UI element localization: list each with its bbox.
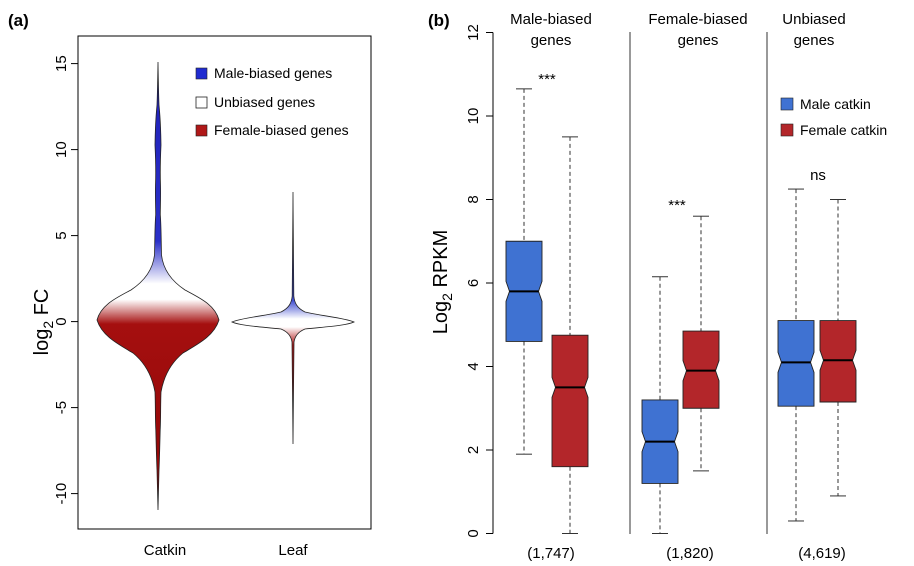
boxplot-y-tick-label: 4 [465, 362, 482, 370]
legend-label-male-biased: Male-biased genes [214, 65, 332, 81]
group-count-male-biased: (1,747) [527, 545, 575, 562]
violin-y-tick-label: 5 [53, 231, 70, 239]
panel-b-label: (b) [428, 11, 450, 30]
violin-y-tick-label: 15 [53, 55, 70, 72]
violin-y-tick-label: 10 [53, 141, 70, 158]
group-count-unbiased: (4,619) [798, 545, 846, 562]
violin-leaf [231, 191, 355, 445]
significance-female-biased: *** [668, 197, 686, 214]
significance-male-biased: *** [538, 71, 556, 88]
group-title-female-biased-line2: genes [678, 32, 719, 49]
group-title-unbiased-line2: genes [794, 32, 835, 49]
box-female-catkin-2 [682, 330, 720, 409]
box-male-catkin-3 [777, 320, 815, 407]
legend-swatch-unbiased [195, 96, 208, 109]
boxplot-y-tick-label: 6 [465, 279, 482, 287]
boxplot-y-tick-label: 2 [465, 446, 482, 454]
group-title-female-biased-line1: Female-biased [648, 11, 747, 28]
legend-swatch-male-catkin [780, 97, 794, 111]
boxplot-y-axis: 0 2 4 6 8 10 12 [465, 24, 494, 538]
boxplot-y-axis-label: Log2 RPKM [430, 230, 455, 335]
legend-label-male-catkin: Male catkin [800, 96, 871, 112]
violin-catkin [96, 61, 220, 511]
legend-label-female-catkin: Female catkin [800, 122, 887, 138]
legend-swatch-male-biased [195, 67, 208, 80]
boxplot-boxes [505, 88, 857, 534]
violin-y-tick-label: -10 [53, 483, 70, 505]
group-title-male-biased-line1: Male-biased [510, 11, 592, 28]
violin-category-leaf: Leaf [278, 542, 308, 559]
violin-category-catkin: Catkin [144, 542, 187, 559]
violin-legend: Male-biased genes Unbiased genes Female-… [195, 65, 349, 138]
boxplot-legend: Male catkin Female catkin [780, 96, 887, 138]
legend-swatch-female-catkin [780, 123, 794, 137]
group-title-male-biased-line2: genes [531, 32, 572, 49]
boxplot-y-tick-label: 12 [465, 24, 482, 41]
legend-label-female-biased: Female-biased genes [214, 122, 349, 138]
boxplot-y-tick-label: 0 [465, 529, 482, 537]
violin-y-tick-label: -5 [53, 401, 70, 414]
significance-unbiased: ns [810, 167, 826, 184]
box-female-catkin-1 [551, 334, 589, 468]
box-female-catkin-3 [819, 320, 857, 403]
panel-a-label: (a) [8, 11, 29, 30]
violin-y-axis: 15 10 5 0 -5 -10 [53, 55, 79, 505]
group-title-unbiased-line1: Unbiased [782, 11, 845, 28]
boxplot-y-tick-label: 8 [465, 195, 482, 203]
group-count-female-biased: (1,820) [666, 545, 714, 562]
legend-label-unbiased: Unbiased genes [214, 94, 315, 110]
violin-y-axis-label: log2 FC [31, 289, 56, 356]
boxplot-y-tick-label: 10 [465, 108, 482, 125]
legend-swatch-female-biased [195, 124, 208, 137]
violin-y-tick-label: 0 [53, 317, 70, 325]
